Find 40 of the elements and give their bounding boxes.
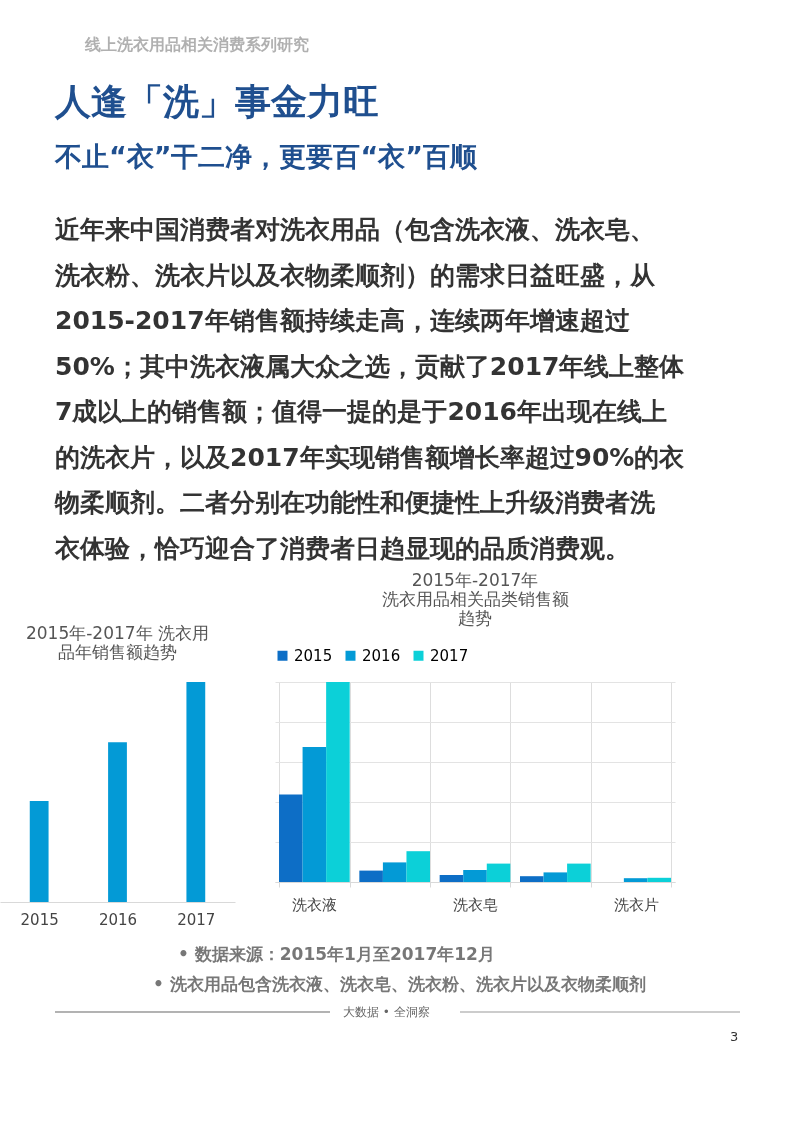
legend-label: 2015 [294,646,333,665]
legend-label: 2016 [362,646,401,665]
bar [463,870,487,882]
chart-title: 2015年-2017年 洗衣用品年销售额趋势 [25,623,210,662]
x-tick-label: 洗衣液 [292,895,338,914]
bar [406,851,431,882]
text: 不止“衣”干二净，更要百“衣”百顺 [54,141,478,172]
text: 洗衣粉、洗衣片以及衣物柔顺剂）的需求日益旺盛，从 [54,260,656,290]
legend-label: 2017 [430,646,469,665]
bar [486,863,511,882]
text: 大数据 • 全洞察 [343,1005,430,1019]
x-tick-label: 2016 [98,910,138,929]
text: • 数据来源：2015年1月至2017年12月 [178,944,495,964]
bar [543,872,568,882]
bar [382,862,407,882]
text: 物柔顺剂。二者分别在功能性和便捷性上升级消费者洗 [54,488,656,517]
x-tick-label: 洗衣片 [613,895,659,914]
bar [302,747,327,882]
x-tick-label: 2015 [20,910,59,929]
text: 50%；其中洗衣液属大众之选，贡献了2017年线上整体 [55,351,686,381]
bar [623,878,648,882]
bar [439,875,464,882]
chart-title: 2015年-2017年洗衣用品相关品类销售额趋势 [381,570,569,628]
bar [326,682,350,882]
text: 的洗衣片，以及2017年实现销售额增长率超过90%的衣 [55,442,686,472]
text: 线上洗衣用品相关消费系列研究 [84,35,309,54]
bar [519,876,544,882]
text: 近年来中国消费者对洗衣用品（包含洗衣液、洗衣皂、 [55,215,655,244]
text: • 洗衣用品包含洗衣液、洗衣皂、洗衣粉、洗衣片以及衣物柔顺剂 [153,974,646,994]
bar [359,870,383,882]
text: 3 [730,1029,739,1044]
text: 衣体验，恰巧迎合了消费者日趋显现的品质消费观。 [54,533,630,563]
bar [567,863,591,882]
bar [279,794,303,882]
text: 人逢「洗」事金力旺 [54,81,379,122]
bar [647,877,671,882]
x-tick-label: 2017 [177,910,216,929]
text: 7成以上的销售额；值得一提的是于2016年出现在线上 [55,397,667,426]
x-tick-label: 洗衣皂 [453,895,498,914]
text: 2015-2017年销售额持续走高，连续两年增速超过 [55,306,630,335]
